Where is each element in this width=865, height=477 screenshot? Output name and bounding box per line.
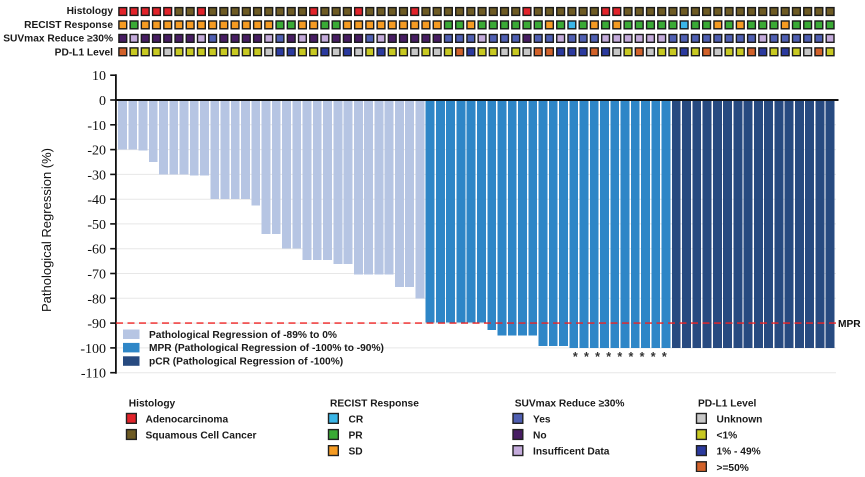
svg-text:RECIST Response: RECIST Response [24, 20, 113, 31]
svg-text:*: * [617, 350, 622, 364]
svg-text:-30: -30 [87, 168, 106, 183]
svg-text:Insufficent Data: Insufficent Data [533, 447, 610, 458]
svg-text:-80: -80 [87, 292, 106, 307]
svg-text:No: No [533, 431, 547, 442]
svg-text:CR: CR [349, 415, 364, 426]
svg-text:-10: -10 [87, 119, 106, 134]
svg-text:1% - 49%: 1% - 49% [717, 447, 761, 458]
svg-text:-40: -40 [87, 193, 106, 208]
svg-text:>=50%: >=50% [717, 463, 749, 472]
svg-text:Squamous Cell Cancer: Squamous Cell Cancer [146, 431, 257, 442]
svg-text:-100: -100 [80, 342, 106, 357]
svg-text:Histology: Histology [129, 399, 176, 410]
svg-text:SD: SD [349, 447, 363, 458]
svg-text:-70: -70 [87, 268, 106, 283]
svg-text:MPR (Pathological Regression o: MPR (Pathological Regression of -100% to… [149, 343, 384, 354]
svg-text:0: 0 [99, 94, 106, 109]
svg-text:10: 10 [92, 69, 106, 84]
svg-text:RECIST Response: RECIST Response [330, 399, 419, 410]
svg-text:*: * [595, 350, 600, 364]
svg-text:*: * [573, 350, 578, 364]
svg-text:PD-L1 Level: PD-L1 Level [55, 47, 113, 58]
svg-text:SUVmax Reduce ≥30%: SUVmax Reduce ≥30% [515, 399, 625, 410]
svg-text:-50: -50 [87, 218, 106, 233]
svg-text:Histology: Histology [67, 6, 114, 17]
svg-text:*: * [651, 350, 656, 364]
svg-text:PD-L1 Level: PD-L1 Level [698, 399, 756, 410]
svg-text:MPR: MPR [838, 319, 861, 330]
svg-text:*: * [628, 350, 633, 364]
svg-text:*: * [584, 350, 589, 364]
svg-text:*: * [662, 350, 667, 364]
svg-text:Unknown: Unknown [717, 415, 763, 426]
svg-text:<1%: <1% [717, 431, 738, 442]
svg-text:Pathological Regression of -89: Pathological Regression of -89% to 0% [149, 330, 337, 341]
svg-text:-60: -60 [87, 243, 106, 258]
svg-text:pCR (Pathological Regression o: pCR (Pathological Regression of -100%) [149, 357, 343, 368]
svg-text:SUVmax Reduce ≥30%: SUVmax Reduce ≥30% [3, 34, 113, 45]
svg-text:Pathological Regression (%): Pathological Regression (%) [39, 148, 54, 312]
svg-text:-90: -90 [87, 317, 106, 332]
svg-text:-20: -20 [87, 144, 106, 159]
svg-text:Yes: Yes [533, 415, 551, 426]
svg-text:PR: PR [349, 431, 364, 442]
svg-text:Adenocarcinoma: Adenocarcinoma [146, 415, 229, 426]
svg-text:*: * [606, 350, 611, 364]
svg-text:*: * [640, 350, 645, 364]
svg-text:-110: -110 [81, 367, 106, 382]
